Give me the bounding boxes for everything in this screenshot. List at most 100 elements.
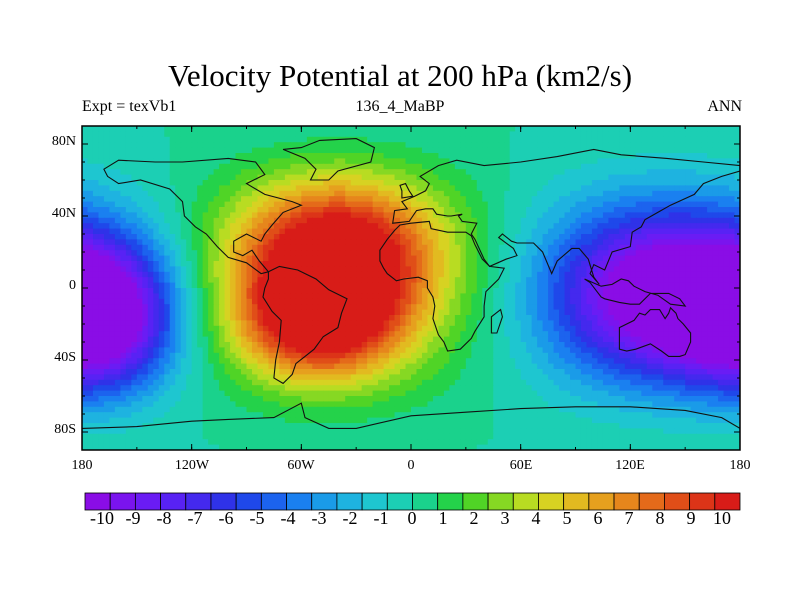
field-cell <box>323 180 330 186</box>
field-cell <box>619 207 626 213</box>
field-cell <box>405 298 412 305</box>
field-cell <box>509 234 516 240</box>
field-cell <box>597 320 604 327</box>
field-cell <box>690 190 697 197</box>
field-cell <box>509 293 516 300</box>
field-cell <box>712 244 719 251</box>
field-cell <box>509 336 516 343</box>
field-cell <box>328 309 335 316</box>
field-cell <box>613 180 620 186</box>
field-cell <box>564 126 571 132</box>
field-cell <box>509 315 516 321</box>
field-cell <box>120 271 127 278</box>
field-cell <box>268 136 275 143</box>
field-cell <box>306 336 313 343</box>
field-cell <box>718 223 725 230</box>
field-cell <box>641 282 648 289</box>
field-cell <box>635 309 642 316</box>
field-cell <box>306 239 313 246</box>
field-cell <box>624 190 631 197</box>
field-cell <box>690 196 697 203</box>
field-cell <box>279 315 286 321</box>
field-cell <box>707 217 714 224</box>
field-cell <box>125 293 132 300</box>
field-cell <box>619 309 626 316</box>
field-cell <box>586 234 593 240</box>
field-cell <box>449 304 456 311</box>
field-cell <box>696 163 703 170</box>
field-cell <box>175 298 182 305</box>
field-cell <box>487 261 494 267</box>
field-cell <box>268 217 275 224</box>
field-cell <box>537 185 544 192</box>
field-cell <box>641 201 648 208</box>
field-cell <box>312 244 319 251</box>
field-cell <box>591 126 599 132</box>
field-cell <box>153 282 160 289</box>
field-cell <box>372 217 379 224</box>
field-cell <box>416 304 423 311</box>
field-cell <box>372 325 379 332</box>
field-cell <box>224 196 231 203</box>
field-cell <box>411 309 418 316</box>
field-cell <box>460 282 467 289</box>
field-cell <box>169 347 176 354</box>
field-cell <box>696 190 703 197</box>
field-cell <box>109 244 116 251</box>
field-cell <box>142 163 149 170</box>
field-cell <box>411 336 418 343</box>
field-cell <box>257 336 264 343</box>
field-cell <box>356 342 363 348</box>
field-cell <box>235 342 242 348</box>
field-cell <box>723 250 730 257</box>
field-cell <box>613 331 620 338</box>
field-cell <box>136 136 143 143</box>
field-cell <box>438 288 445 294</box>
field-cell <box>394 185 401 192</box>
field-cell <box>125 331 132 338</box>
field-cell <box>487 271 494 278</box>
field-cell <box>279 234 286 240</box>
field-cell <box>87 271 94 278</box>
field-cell <box>180 234 187 240</box>
field-cell <box>460 250 467 257</box>
field-cell <box>586 315 593 321</box>
field-cell <box>559 336 566 343</box>
field-cell <box>553 190 560 197</box>
field-cell <box>290 158 297 165</box>
field-cell <box>531 169 538 176</box>
field-cell <box>262 228 270 235</box>
field-cell <box>345 153 352 159</box>
field-cell <box>186 196 193 203</box>
field-cell <box>87 331 94 338</box>
field-cell <box>131 169 138 176</box>
field-cell <box>273 325 280 332</box>
field-cell <box>191 228 198 235</box>
field-cell <box>98 288 105 294</box>
field-cell <box>542 320 549 327</box>
field-cell <box>372 190 379 197</box>
field-cell <box>696 293 703 300</box>
field-cell <box>361 169 368 176</box>
field-cell <box>723 201 730 208</box>
field-cell <box>487 304 494 311</box>
field-cell <box>630 298 637 305</box>
field-cell <box>663 131 670 138</box>
field-cell <box>690 185 697 192</box>
field-cell <box>438 255 445 262</box>
field-cell <box>317 174 324 181</box>
field-cell <box>460 315 467 321</box>
field-cell <box>378 147 385 154</box>
field-cell <box>131 288 138 294</box>
field-cell <box>520 298 527 305</box>
field-cell <box>411 288 418 294</box>
field-cell <box>92 131 100 138</box>
field-cell <box>460 153 467 159</box>
field-cell <box>641 261 648 267</box>
field-cell <box>120 169 127 176</box>
field-cell <box>482 169 489 176</box>
field-cell <box>427 255 434 262</box>
field-cell <box>498 320 505 327</box>
field-cell <box>131 180 138 186</box>
field-cell <box>230 304 237 311</box>
